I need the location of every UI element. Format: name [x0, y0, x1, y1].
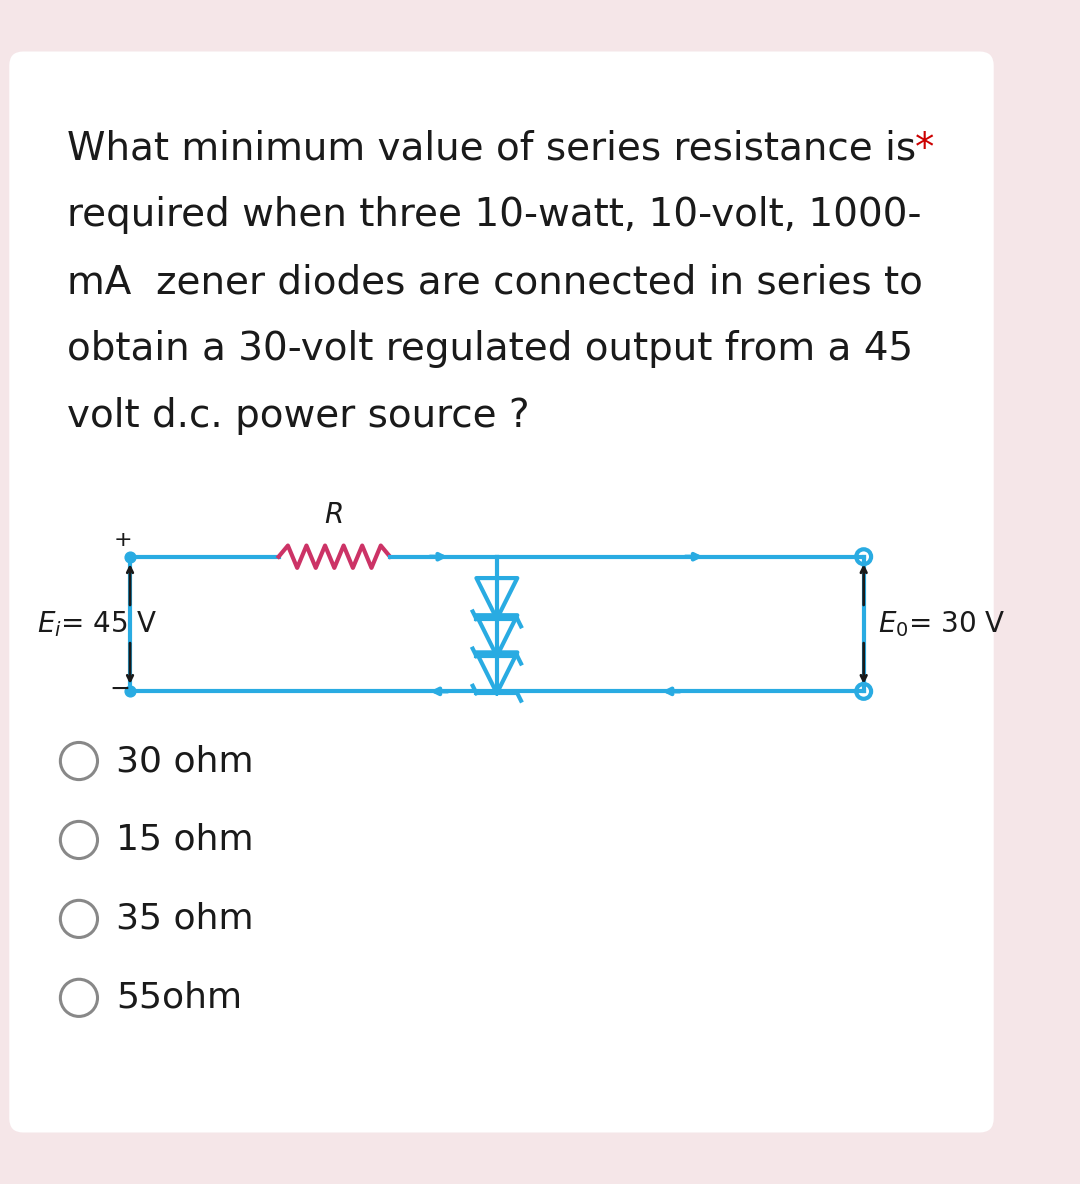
- Text: 35 ohm: 35 ohm: [116, 902, 254, 935]
- Text: required when three 10-watt, 10-volt, 1000-: required when three 10-watt, 10-volt, 10…: [67, 197, 921, 234]
- Text: 55ohm: 55ohm: [116, 980, 242, 1015]
- Text: obtain a 30-volt regulated output from a 45: obtain a 30-volt regulated output from a…: [67, 330, 913, 368]
- Point: [121, 682, 138, 701]
- Point: [121, 547, 138, 566]
- Text: 15 ohm: 15 ohm: [116, 823, 254, 857]
- Text: $E_i$= 45 V: $E_i$= 45 V: [37, 609, 158, 639]
- Text: *: *: [915, 129, 934, 167]
- Text: mA  zener diodes are connected in series to: mA zener diodes are connected in series …: [67, 263, 922, 301]
- Text: $E_0$= 30 V: $E_0$= 30 V: [878, 609, 1005, 639]
- Text: 30 ohm: 30 ohm: [116, 744, 254, 778]
- Text: −: −: [109, 677, 131, 701]
- Text: +: +: [113, 529, 132, 549]
- Text: What minimum value of series resistance is: What minimum value of series resistance …: [67, 129, 916, 167]
- Text: R: R: [325, 501, 343, 529]
- Text: volt d.c. power source ?: volt d.c. power source ?: [67, 397, 529, 435]
- FancyBboxPatch shape: [10, 51, 994, 1133]
